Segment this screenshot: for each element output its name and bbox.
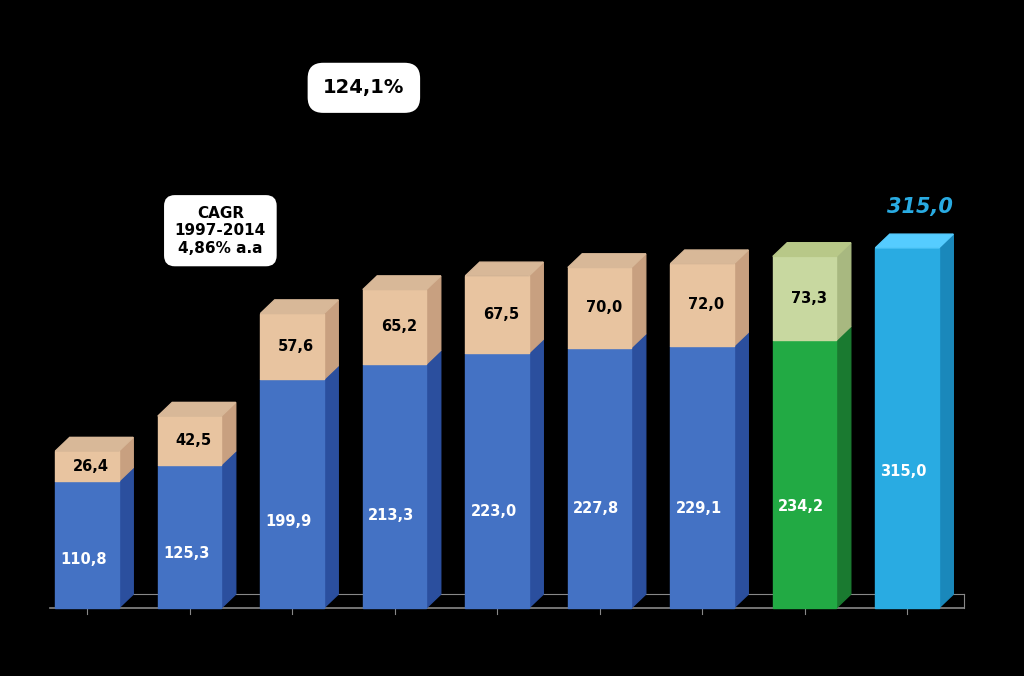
Text: 124,1%: 124,1% xyxy=(324,78,404,97)
Polygon shape xyxy=(568,254,646,268)
Text: 213,3: 213,3 xyxy=(368,508,415,523)
Polygon shape xyxy=(158,402,236,416)
Text: 234,2: 234,2 xyxy=(778,499,824,514)
Polygon shape xyxy=(837,327,851,608)
Text: 223,0: 223,0 xyxy=(470,504,517,518)
Text: 57,6: 57,6 xyxy=(279,339,314,354)
Text: 67,5: 67,5 xyxy=(483,307,519,322)
Polygon shape xyxy=(221,402,236,464)
Polygon shape xyxy=(221,451,236,608)
Polygon shape xyxy=(426,276,440,364)
Text: 227,8: 227,8 xyxy=(573,502,620,516)
Polygon shape xyxy=(426,350,440,608)
Polygon shape xyxy=(55,437,133,451)
Polygon shape xyxy=(260,300,338,314)
Text: CAGR
1997-2014
4,86% a.a: CAGR 1997-2014 4,86% a.a xyxy=(175,206,266,256)
Text: 73,3: 73,3 xyxy=(791,291,826,306)
Polygon shape xyxy=(362,276,440,289)
Text: 110,8: 110,8 xyxy=(60,552,108,567)
Polygon shape xyxy=(324,366,338,608)
Polygon shape xyxy=(529,262,544,353)
Polygon shape xyxy=(119,468,133,608)
Polygon shape xyxy=(773,243,851,256)
Polygon shape xyxy=(529,339,544,608)
Polygon shape xyxy=(632,254,646,347)
Polygon shape xyxy=(324,300,338,379)
Text: 70,0: 70,0 xyxy=(586,300,622,315)
Polygon shape xyxy=(119,437,133,481)
Text: 72,0: 72,0 xyxy=(688,297,724,312)
Text: 42,5: 42,5 xyxy=(176,433,212,448)
Polygon shape xyxy=(734,333,749,608)
Text: 125,3: 125,3 xyxy=(163,546,209,561)
Polygon shape xyxy=(876,234,953,248)
Text: 26,4: 26,4 xyxy=(73,459,110,474)
Polygon shape xyxy=(671,250,749,264)
Polygon shape xyxy=(734,250,749,346)
Polygon shape xyxy=(632,334,646,608)
Polygon shape xyxy=(465,262,544,276)
Polygon shape xyxy=(939,234,953,608)
Polygon shape xyxy=(837,243,851,340)
Text: 315,0: 315,0 xyxy=(887,197,952,217)
Text: 199,9: 199,9 xyxy=(265,514,311,529)
Text: 229,1: 229,1 xyxy=(676,501,722,516)
Text: 65,2: 65,2 xyxy=(381,319,417,335)
Text: 315,0: 315,0 xyxy=(881,464,927,479)
